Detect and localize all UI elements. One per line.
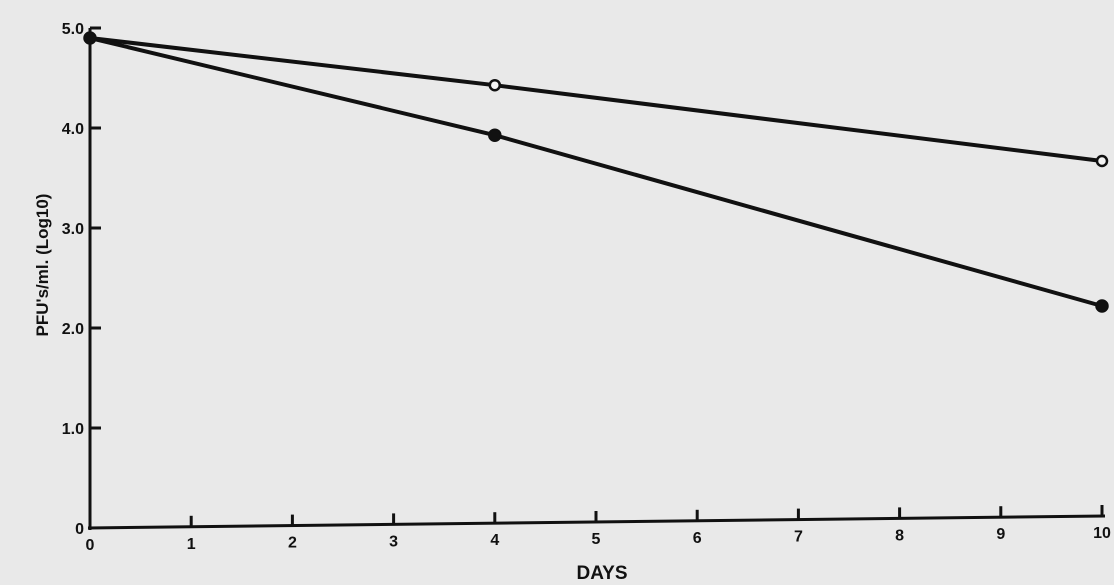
x-tick-label: 7: [794, 529, 803, 546]
x-tick-label: 5: [592, 531, 601, 548]
series-2-line: [88, 36, 1104, 308]
series-1-line: [88, 36, 1104, 163]
x-tick-label: 0: [86, 537, 95, 554]
x-tick-label: 2: [288, 535, 297, 552]
y-tick-label: 4.0: [62, 121, 84, 138]
x-tick-label: 10: [1093, 525, 1111, 542]
series-layer: [83, 31, 1109, 313]
x-tick-label: 4: [490, 532, 499, 549]
y-tick-label: 3.0: [62, 221, 84, 238]
x-tick-label: 8: [895, 527, 904, 544]
series-2-point: [1095, 299, 1109, 313]
x-axis-label: DAYS: [576, 563, 627, 584]
y-tick-label: 1.0: [62, 421, 84, 438]
series-2-point: [488, 128, 502, 142]
series-2-point: [83, 31, 97, 45]
x-tick-label: 9: [996, 526, 1005, 543]
y-tick-label: 5.0: [62, 21, 84, 38]
axes: [87, 28, 1106, 530]
x-tick-label: 6: [693, 530, 702, 547]
y-tick-label: 2.0: [62, 321, 84, 338]
y-tick-label: 0: [75, 521, 84, 538]
y-ticks: 0 1.0 2.0 3.0 4.0 5.0: [62, 21, 101, 538]
y-axis-label: PFU's/ml. (Log10): [33, 194, 52, 337]
x-ticks: 0 1 2 3 4 5 6 7 8 9 10: [86, 505, 1111, 554]
series-1-point: [1095, 154, 1109, 168]
series-1-point: [488, 78, 502, 92]
x-tick-label: 1: [187, 536, 196, 553]
x-tick-label: 3: [389, 533, 398, 550]
